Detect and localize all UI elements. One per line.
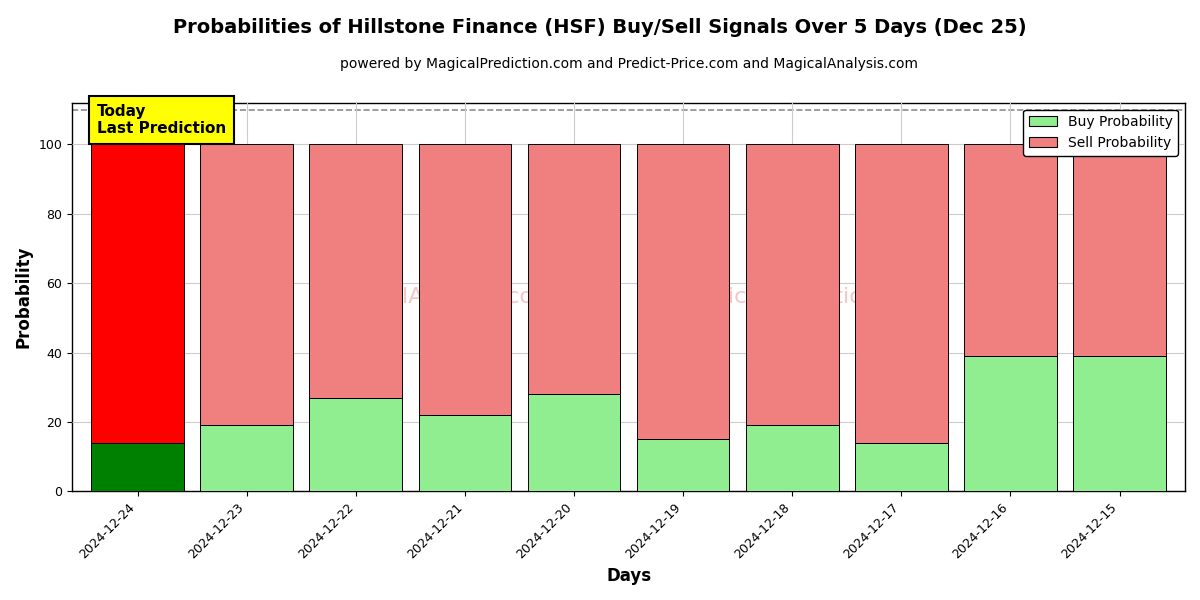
- Bar: [310, 398, 402, 491]
- Bar: [854, 443, 948, 491]
- Bar: [310, 145, 402, 398]
- Bar: [964, 145, 1057, 356]
- Bar: [1073, 145, 1166, 356]
- Text: Probabilities of Hillstone Finance (HSF) Buy/Sell Signals Over 5 Days (Dec 25): Probabilities of Hillstone Finance (HSF)…: [173, 18, 1027, 37]
- Bar: [746, 425, 839, 491]
- Bar: [637, 439, 730, 491]
- Text: Today
Last Prediction: Today Last Prediction: [97, 104, 226, 136]
- Bar: [419, 145, 511, 415]
- Text: MagicalAnalysis.com: MagicalAnalysis.com: [324, 287, 556, 307]
- Bar: [637, 145, 730, 439]
- Bar: [200, 425, 293, 491]
- Bar: [964, 356, 1057, 491]
- Bar: [1073, 356, 1166, 491]
- Bar: [746, 145, 839, 425]
- Text: MagicalPrediction.com: MagicalPrediction.com: [682, 287, 932, 307]
- Y-axis label: Probability: Probability: [16, 246, 34, 349]
- Bar: [91, 145, 184, 443]
- Bar: [854, 145, 948, 443]
- Bar: [528, 145, 620, 394]
- Bar: [200, 145, 293, 425]
- Legend: Buy Probability, Sell Probability: Buy Probability, Sell Probability: [1024, 110, 1178, 156]
- Bar: [419, 415, 511, 491]
- Bar: [91, 443, 184, 491]
- X-axis label: Days: Days: [606, 567, 652, 585]
- Bar: [528, 394, 620, 491]
- Title: powered by MagicalPrediction.com and Predict-Price.com and MagicalAnalysis.com: powered by MagicalPrediction.com and Pre…: [340, 57, 918, 71]
